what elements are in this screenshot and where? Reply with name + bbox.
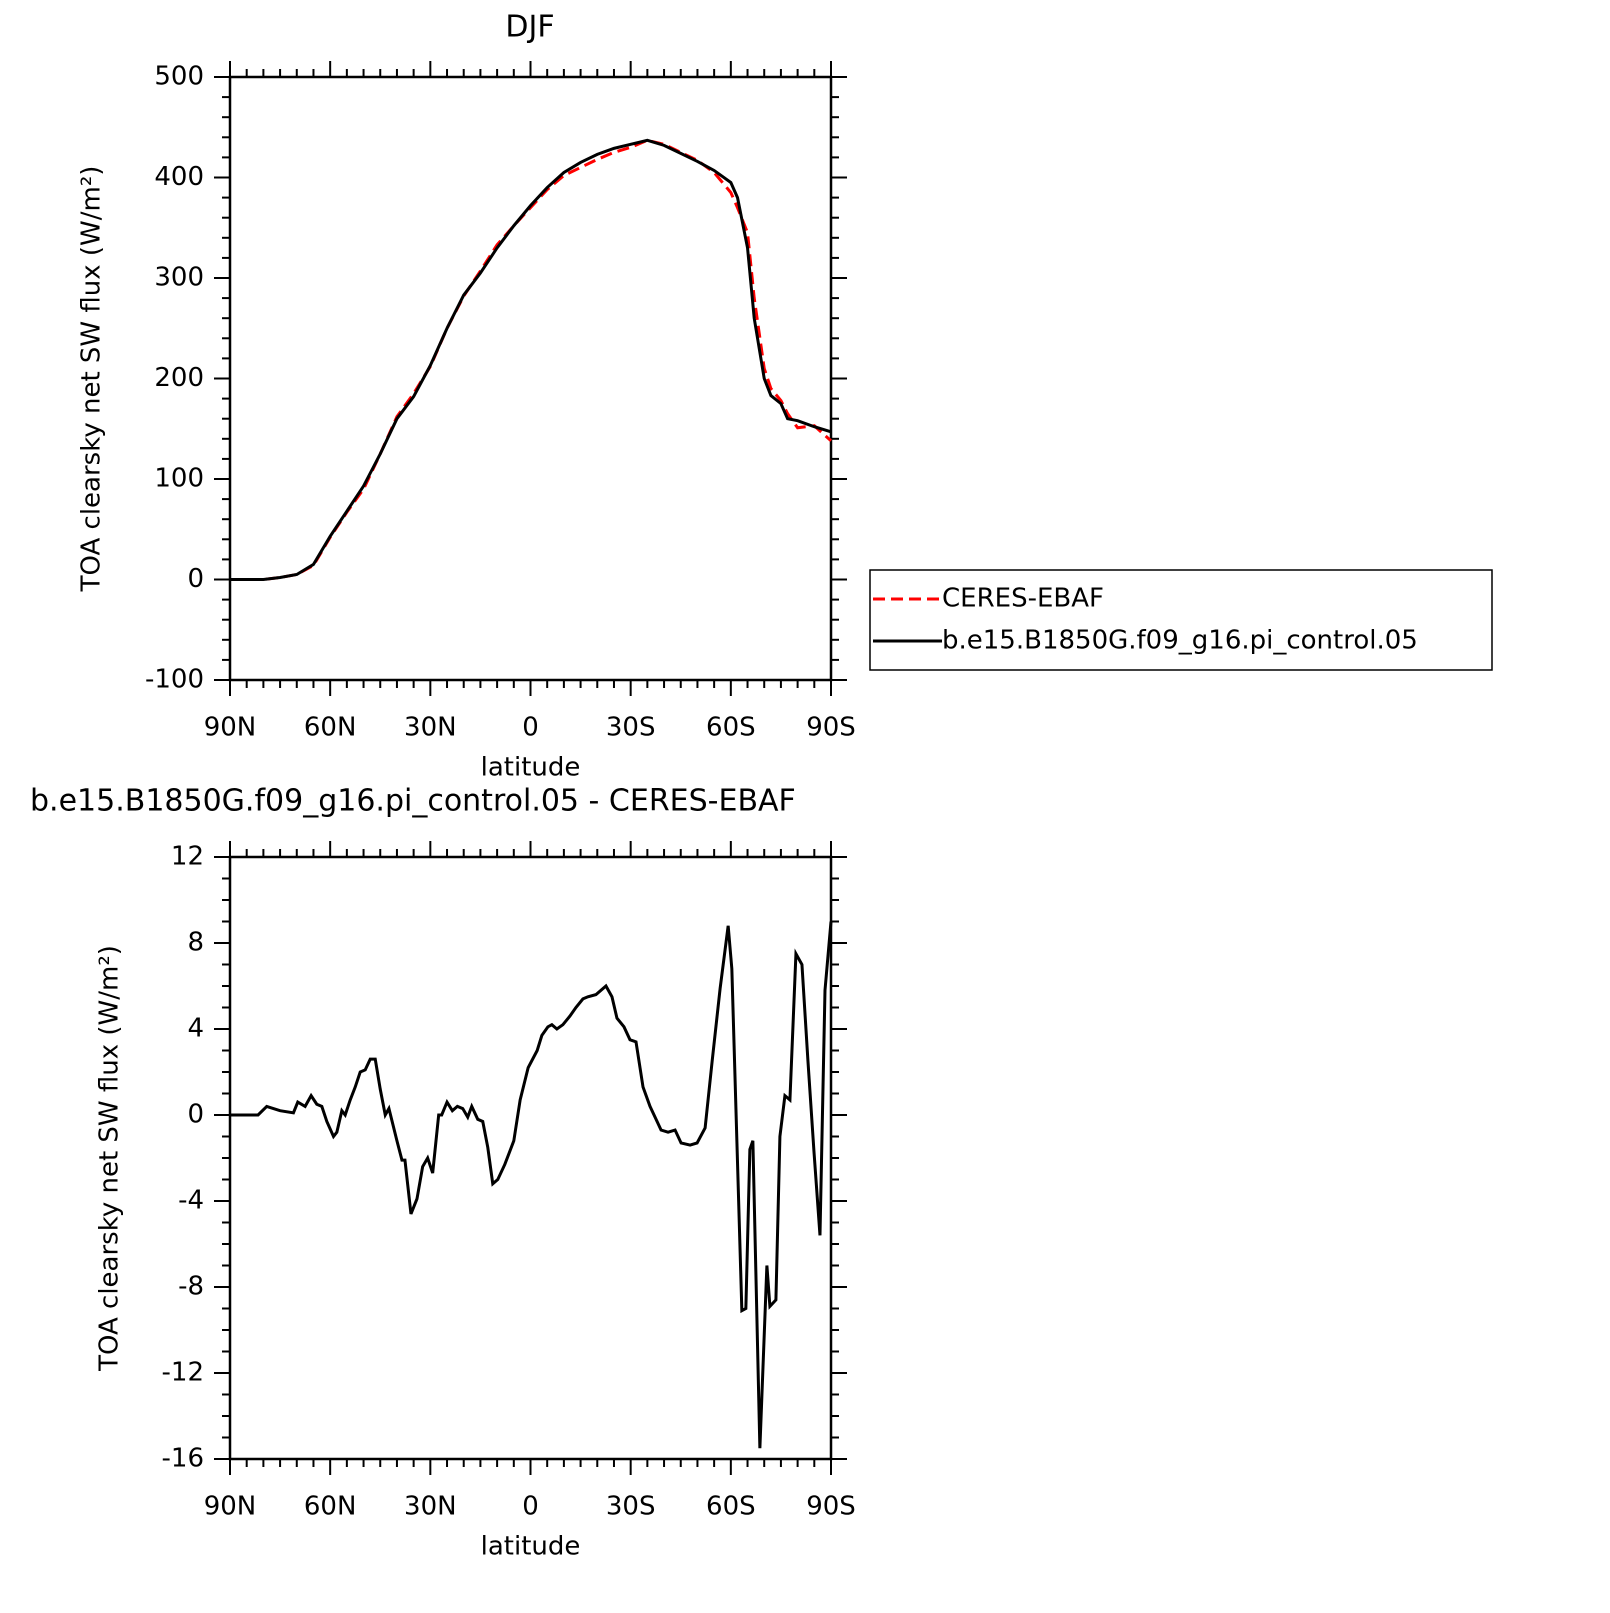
y-tick-label: 0: [187, 1100, 204, 1130]
y-tick-label: 8: [187, 928, 204, 958]
y-tick-label: 500: [154, 62, 204, 92]
series-line: [230, 138, 832, 581]
x-tick-label: 90N: [204, 1492, 257, 1522]
legend-label: b.e15.B1850G.f09_g16.pi_control.05: [942, 626, 1418, 656]
y-tick-label: -4: [178, 1186, 204, 1216]
x-tick-label: 0: [522, 1492, 539, 1522]
x-axis-label: latitude: [481, 753, 581, 783]
x-tick-label: 30S: [606, 713, 656, 743]
y-axis-label: TOA clearsky net SW flux (W/m²): [77, 166, 107, 593]
y-tick-label: 4: [187, 1014, 204, 1044]
x-tick-label: 90N: [204, 713, 257, 743]
y-axis-label: TOA clearsky net SW flux (W/m²): [95, 945, 125, 1372]
x-tick-label: 60S: [706, 713, 756, 743]
series-line: [230, 921, 833, 1449]
plot-frame: [228, 855, 833, 1461]
y-tick-label: 12: [171, 842, 204, 872]
x-axis-label: latitude: [481, 1532, 581, 1562]
x-tick-label: 60S: [706, 1492, 756, 1522]
y-tick-label: 200: [154, 363, 204, 393]
y-tick-label: -8: [178, 1272, 204, 1302]
x-tick-label: 90S: [806, 1492, 856, 1522]
y-tick-label: 400: [154, 162, 204, 192]
y-tick-label: 100: [154, 464, 204, 494]
y-tick-label: -100: [145, 665, 204, 695]
x-tick-label: 60N: [304, 1492, 357, 1522]
x-tick-label: 60N: [304, 713, 357, 743]
chart-title: DJF: [505, 10, 554, 45]
x-tick-label: 30S: [606, 1492, 656, 1522]
y-tick-label: -16: [162, 1444, 204, 1474]
y-tick-label: 0: [187, 564, 204, 594]
plot-frame: [228, 75, 833, 682]
y-tick-label: 300: [154, 263, 204, 293]
x-tick-label: 90S: [806, 713, 856, 743]
legend-label: CERES-EBAF: [942, 584, 1104, 614]
y-tick-label: -12: [162, 1358, 204, 1388]
x-tick-label: 30N: [404, 713, 457, 743]
x-tick-label: 30N: [404, 1492, 457, 1522]
legend-box: [869, 569, 1493, 671]
chart-title: b.e15.B1850G.f09_g16.pi_control.05 - CER…: [30, 784, 796, 819]
x-tick-label: 0: [522, 713, 539, 743]
